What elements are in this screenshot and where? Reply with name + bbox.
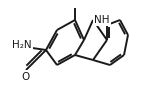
Text: NH: NH [95,14,111,24]
Text: H₂N: H₂N [12,40,32,50]
Text: H₂N: H₂N [12,40,32,50]
Text: O: O [22,71,30,81]
Text: NH: NH [94,15,110,25]
Text: O: O [22,72,30,82]
